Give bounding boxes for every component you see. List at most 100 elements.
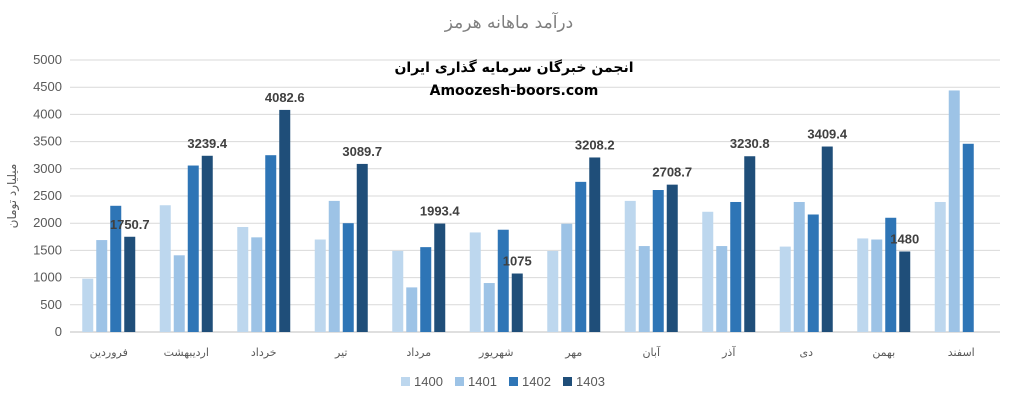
y-tick-label: 2500: [33, 188, 62, 203]
bar-1403-3: [279, 109, 291, 333]
bar-1401-10: [793, 201, 805, 332]
legend-swatch-1403: [563, 377, 572, 386]
bars: [82, 90, 974, 333]
category-label: خرداد: [251, 346, 277, 359]
bar-1403-2: [201, 155, 213, 332]
legend: 1400 1401 1402 1403: [401, 374, 605, 389]
data-label: 4082.6: [265, 90, 305, 105]
bar-1401-8: [638, 246, 650, 332]
bar-1401-2: [173, 255, 185, 332]
bar-1400-9: [702, 211, 714, 332]
bar-1403-9: [744, 156, 756, 332]
bar-1401-4: [328, 200, 340, 332]
bar-1401-6: [483, 283, 495, 332]
y-tick-label: 4000: [33, 106, 62, 121]
data-label: 1993.4: [420, 204, 461, 219]
bar-1401-11: [871, 239, 883, 332]
bar-1403-5: [434, 223, 446, 332]
bar-1403-10: [821, 146, 833, 332]
bar-1400-11: [857, 238, 869, 332]
chart-title: درآمد ماهانه هرمز: [444, 11, 573, 33]
data-label: 1480: [890, 231, 919, 246]
y-tick-label: 1000: [33, 270, 62, 285]
y-tick-label: 500: [40, 297, 62, 312]
bar-1402-5: [420, 247, 432, 332]
y-tick-label: 1500: [33, 242, 62, 257]
watermark-line2: Amoozesh-boors.com: [430, 83, 599, 99]
bar-1400-5: [392, 250, 404, 332]
bar-1401-5: [406, 287, 418, 332]
bar-1401-3: [251, 237, 263, 332]
bar-1403-4: [356, 163, 368, 332]
bar-1402-10: [807, 214, 819, 332]
bar-1402-9: [730, 201, 742, 332]
category-label: اردیبهشت: [164, 346, 209, 359]
data-label: 3208.2: [575, 137, 615, 152]
category-label: فروردین: [90, 346, 128, 359]
watermark-line1: انجمن خبرگان سرمایه گذاری ایران: [394, 59, 633, 76]
bar-1401-1: [96, 240, 108, 332]
bar-1403-8: [666, 184, 678, 332]
data-label: 3239.4: [187, 136, 228, 151]
data-label: 1750.7: [110, 217, 150, 232]
legend-swatch-1401: [455, 377, 464, 386]
data-label: 3409.4: [807, 127, 848, 142]
bar-1402-12: [962, 143, 974, 332]
legend-swatch-1400: [401, 377, 410, 386]
y-tick-label: 0: [55, 324, 62, 339]
legend-label-1401: 1401: [468, 374, 497, 389]
y-axis-label: میلیارد تومان: [5, 164, 20, 229]
category-label: بهمن: [872, 346, 895, 359]
bar-1401-9: [716, 246, 728, 332]
data-labels: 1750.7 3239.4 4082.6 3089.7 1993.4 1075 3208.2…: [110, 90, 919, 269]
legend-swatch-1402: [509, 377, 518, 386]
bar-1403-1: [124, 236, 136, 332]
bar-1402-4: [342, 223, 354, 332]
bar-1400-10: [779, 246, 791, 332]
bar-1402-3: [265, 155, 277, 332]
bar-1400-6: [469, 232, 481, 332]
bar-1400-3: [237, 227, 249, 332]
y-tick-label: 2000: [33, 215, 62, 230]
data-label: 1075: [503, 254, 532, 269]
y-tick-label: 5000: [33, 52, 62, 67]
y-tick-label: 3500: [33, 134, 62, 149]
category-label: تیر: [334, 346, 347, 359]
bar-1400-1: [82, 278, 94, 332]
category-label: دی: [799, 346, 813, 359]
gridlines: [70, 59, 1000, 333]
bar-1400-8: [624, 200, 636, 332]
bar-1401-12: [948, 90, 960, 333]
legend-label-1403: 1403: [576, 374, 605, 389]
category-label: شهریور: [478, 346, 513, 359]
legend-label-1400: 1400: [414, 374, 443, 389]
category-label: آذر: [721, 345, 736, 359]
y-tick-label: 4500: [33, 79, 62, 94]
bar-1400-4: [314, 239, 326, 332]
category-label: آبان: [642, 345, 660, 359]
bar-1401-7: [561, 223, 573, 332]
bar-1402-8: [652, 190, 664, 332]
bar-1403-11: [899, 251, 911, 332]
bar-1403-7: [589, 157, 601, 332]
bar-1402-11: [885, 217, 897, 332]
data-label: 3230.8: [730, 136, 770, 151]
bar-1402-2: [187, 165, 199, 332]
data-label: 3089.7: [342, 144, 382, 159]
bar-1402-6: [497, 229, 509, 332]
bar-1402-1: [110, 205, 122, 332]
category-label: اسفند: [948, 346, 975, 359]
y-axis-ticks: 0 500 1000 1500 2000 2500 3000 3500 4000 4500 5000: [33, 52, 62, 339]
bar-1403-6: [511, 273, 523, 332]
category-label: مرداد: [406, 346, 431, 359]
bar-1400-7: [547, 250, 559, 332]
y-tick-label: 3000: [33, 161, 62, 176]
legend-label-1402: 1402: [522, 374, 551, 389]
x-axis-categories: فروردین اردیبهشت خرداد تیر مرداد شهریور مهر آبا…: [90, 345, 975, 359]
bar-1402-7: [575, 181, 587, 332]
bar-1400-2: [159, 205, 171, 332]
category-label: مهر: [564, 346, 582, 359]
bar-1400-12: [934, 201, 946, 332]
data-label: 2708.7: [652, 165, 692, 180]
